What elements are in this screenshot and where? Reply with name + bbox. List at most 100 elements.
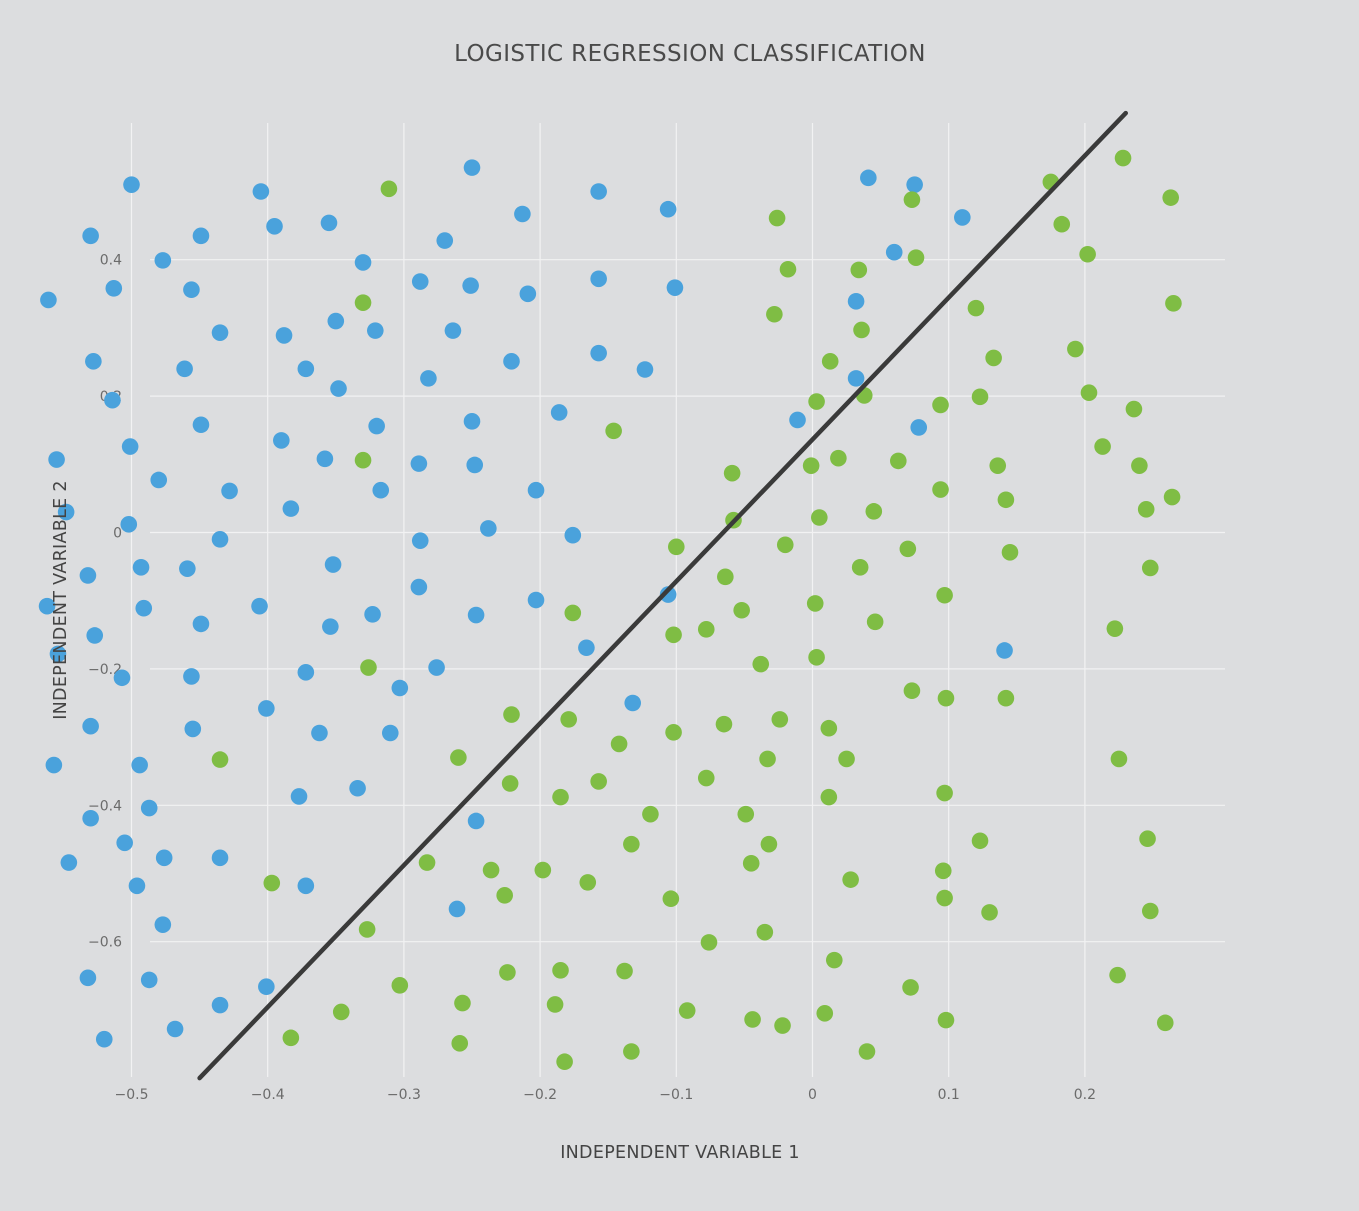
scatter-point — [1162, 189, 1180, 206]
scatter-point — [48, 451, 65, 468]
scatter-point — [184, 720, 202, 738]
scatter-point — [128, 877, 146, 895]
scatter-point — [192, 615, 210, 633]
scatter-point — [937, 689, 955, 707]
scatter-point — [503, 353, 520, 370]
scatter-point — [391, 679, 409, 697]
scatter-point — [451, 1035, 469, 1052]
scatter-point — [183, 668, 200, 685]
scatter-point — [590, 773, 607, 790]
scatter-point — [742, 854, 760, 872]
scatter-point — [135, 599, 153, 617]
scatter-point — [192, 227, 210, 245]
scatter-point — [252, 183, 270, 200]
scatter-point — [697, 769, 715, 787]
scatter-point — [1141, 902, 1159, 920]
scatter-point — [624, 694, 642, 712]
scatter-point — [366, 322, 384, 339]
scatter-point — [816, 1005, 834, 1022]
scatter-point — [140, 799, 158, 817]
scatter-point — [211, 531, 229, 548]
scatter-point — [411, 532, 429, 549]
scatter-point — [380, 180, 398, 198]
scatter-point — [420, 370, 437, 387]
scatter-point — [251, 597, 268, 615]
scatter-point — [211, 849, 229, 867]
scatter-point — [744, 1011, 761, 1028]
scatter-point — [527, 591, 545, 609]
scatter-point — [105, 280, 123, 297]
scatter-point — [113, 669, 131, 687]
scatter-point — [86, 627, 104, 644]
scatter-point — [934, 862, 952, 880]
y-tick-label: −0.6 — [88, 935, 122, 951]
scatter-point — [590, 183, 607, 200]
scatter-point — [578, 639, 595, 657]
x-tick-label: −0.4 — [251, 1087, 285, 1103]
scatter-point — [282, 1029, 300, 1047]
scatter-point — [79, 567, 97, 584]
scatter-point — [354, 294, 372, 311]
scatter-point — [937, 1011, 955, 1029]
y-axis-label: INDEPENDENT VARIABLE 2 — [51, 480, 71, 720]
scatter-point — [766, 305, 783, 323]
scatter-point — [519, 285, 537, 303]
scatter-point — [665, 626, 682, 644]
scatter-point — [1109, 966, 1126, 984]
scatter-point — [372, 481, 390, 499]
scatter-point — [258, 978, 275, 996]
scatter-point — [463, 413, 481, 430]
scatter-point — [789, 411, 806, 429]
scatter-point — [550, 404, 568, 421]
scatter-point — [57, 503, 75, 521]
scatter-point — [899, 540, 917, 558]
scatter-point — [860, 169, 877, 187]
scatter-point — [1163, 488, 1181, 506]
scatter-point — [610, 735, 628, 753]
scatter-point — [1106, 620, 1124, 637]
scatter-point — [850, 261, 868, 279]
scatter-point — [623, 835, 640, 853]
scatter-point — [851, 558, 869, 576]
x-tick-label: −0.5 — [115, 1087, 149, 1103]
scatter-point — [885, 243, 903, 261]
scatter-point — [723, 464, 741, 482]
tick-labels: −0.5 −0.4 −0.3 −0.2 −0.1 0 0.1 0.2 −0.6 −0.4 −0.2 0… — [88, 253, 1096, 1103]
scatter-point — [132, 558, 150, 576]
scatter-point — [662, 890, 680, 908]
decision-boundary-layer — [197, 110, 1129, 1081]
scatter-point — [297, 877, 315, 895]
scatter-point — [579, 874, 597, 891]
scatter-point — [802, 457, 820, 474]
scatter-point — [391, 977, 409, 994]
scatter-point — [482, 861, 500, 879]
scatter-point — [590, 270, 607, 288]
scatter-point — [1067, 340, 1084, 358]
scatter-point — [967, 299, 985, 317]
scatter-point — [211, 996, 229, 1014]
scatter-point — [678, 1002, 696, 1019]
scatter-point — [418, 854, 436, 871]
scatter-point — [733, 601, 750, 619]
scatter-point — [552, 962, 569, 979]
scatter-point — [1110, 750, 1128, 768]
scatter-point — [131, 756, 148, 774]
x-axis-label: INDEPENDENT VARIABLE 1 — [560, 1143, 800, 1163]
scatter-point — [996, 642, 1013, 659]
scatter-point — [448, 900, 466, 918]
scatter-point — [866, 613, 884, 631]
scatter-point — [759, 750, 776, 768]
scatter-point — [411, 273, 429, 290]
y-tick-label: 0.4 — [100, 253, 122, 269]
y-tick-label: −0.4 — [88, 798, 122, 814]
scatter-point — [997, 491, 1015, 509]
scatter-point — [116, 834, 133, 852]
x-tick-label: −0.2 — [523, 1087, 557, 1103]
blue-series — [38, 159, 1013, 1048]
scatter-point — [564, 526, 582, 544]
scatter-point — [560, 711, 578, 728]
scatter-point — [820, 719, 838, 737]
scatter-point — [311, 724, 328, 742]
